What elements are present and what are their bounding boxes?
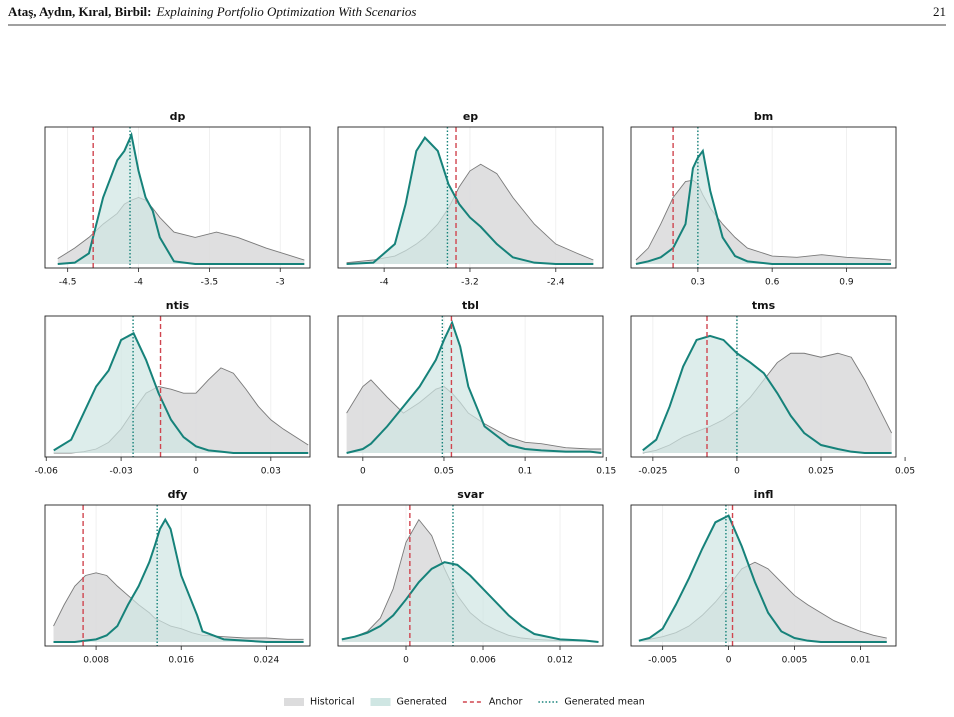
chart-title: bm: [754, 110, 773, 123]
x-tick-label: 0.9: [839, 278, 854, 288]
chart-title: tms: [752, 299, 776, 312]
generated-area: [642, 335, 892, 453]
plot-frame: [337, 315, 604, 458]
x-tick-label: 0: [360, 467, 366, 477]
chart-title: dfy: [168, 488, 188, 501]
generated-line: [53, 517, 304, 643]
plot: [45, 316, 309, 457]
plot: [346, 127, 594, 268]
chart-title: ntis: [166, 299, 190, 312]
plot-frame: [44, 315, 311, 458]
x-tick-label: 0.006: [470, 656, 496, 666]
x-tick-label: 0.016: [168, 656, 194, 666]
x-tick-label: -0.005: [648, 656, 677, 666]
x-tick-label: 0.024: [253, 656, 279, 666]
chart-title: svar: [457, 488, 484, 501]
page-number: 21: [933, 4, 946, 19]
generated-area: [57, 134, 305, 264]
plot: [341, 505, 599, 646]
x-tick-label: 0: [193, 467, 199, 477]
plot-frame: [337, 504, 604, 647]
plot: [635, 127, 892, 268]
x-tick-label: 0.6: [765, 278, 780, 288]
generated-line: [53, 331, 309, 454]
legend-label: Historical: [310, 697, 355, 708]
x-tick-label: 0.1: [518, 467, 532, 477]
x-tick-label: -0.025: [638, 467, 667, 477]
x-tick-label: -4: [134, 278, 143, 288]
x-tick-label: 0.005: [782, 656, 808, 666]
generated-line: [346, 319, 602, 454]
legend-label: Generated: [397, 697, 447, 708]
x-tick-label: -2.4: [547, 278, 565, 288]
generated-line: [57, 131, 305, 265]
x-tick-label: -3: [276, 278, 285, 288]
x-tick-label: -3.2: [461, 278, 479, 288]
x-tick-label: -4: [380, 278, 389, 288]
chart-title: ep: [463, 110, 478, 123]
x-tick-label: 0.01: [850, 656, 870, 666]
x-tick-label: 0.05: [434, 467, 454, 477]
generated-area: [635, 150, 892, 264]
plot-frame: [630, 126, 897, 269]
x-tick-label: -3.5: [201, 278, 219, 288]
header-authors: Ataş, Aydın, Kıral, Birbil:: [8, 4, 152, 19]
generated-line: [638, 514, 887, 643]
legend-label: Generated mean: [564, 697, 644, 708]
plot-frame: [630, 504, 897, 647]
historical-area: [346, 164, 594, 264]
plot: [642, 316, 893, 457]
x-tick-label: 0.05: [895, 467, 915, 477]
x-tick-label: -4.5: [59, 278, 77, 288]
x-tick-label: 0: [403, 656, 409, 666]
generated-line: [635, 148, 892, 265]
x-tick-label: 0.15: [596, 467, 616, 477]
plot: [346, 316, 602, 457]
historical-area: [53, 572, 304, 642]
plot-frame: [337, 126, 604, 269]
generated-area: [53, 333, 309, 453]
generated-area: [53, 519, 304, 642]
x-tick-label: 0.025: [808, 467, 834, 477]
x-tick-label: 0.3: [691, 278, 705, 288]
generated-area: [638, 515, 887, 642]
x-tick-label: -0.03: [109, 467, 132, 477]
x-tick-label: 0.03: [261, 467, 281, 477]
header-title: Explaining Portfolio Optimization With S…: [156, 4, 417, 19]
chart-title: tbl: [462, 299, 479, 312]
generated-line: [346, 136, 594, 265]
plot-frame: [44, 504, 311, 647]
legend-label: Anchor: [489, 697, 523, 708]
legend-swatch: [370, 698, 391, 706]
x-tick-label: 0: [726, 656, 732, 666]
x-tick-label: 0.008: [83, 656, 109, 666]
chart-title: infl: [754, 488, 774, 501]
generated-area: [346, 322, 602, 453]
x-tick-label: 0: [734, 467, 740, 477]
generated-line: [642, 334, 892, 454]
generated-line: [341, 561, 599, 643]
chart-title: dp: [170, 110, 186, 123]
plot: [57, 127, 305, 268]
x-tick-label: 0.012: [547, 656, 573, 666]
x-tick-label: -0.06: [35, 467, 59, 477]
historical-area: [53, 367, 309, 453]
plot-frame: [630, 315, 897, 458]
generated-area: [341, 562, 599, 642]
legend-swatch: [284, 698, 304, 706]
plot: [638, 505, 887, 646]
generated-area: [346, 137, 594, 264]
plot-frame: [44, 126, 311, 269]
plot: [53, 505, 304, 646]
